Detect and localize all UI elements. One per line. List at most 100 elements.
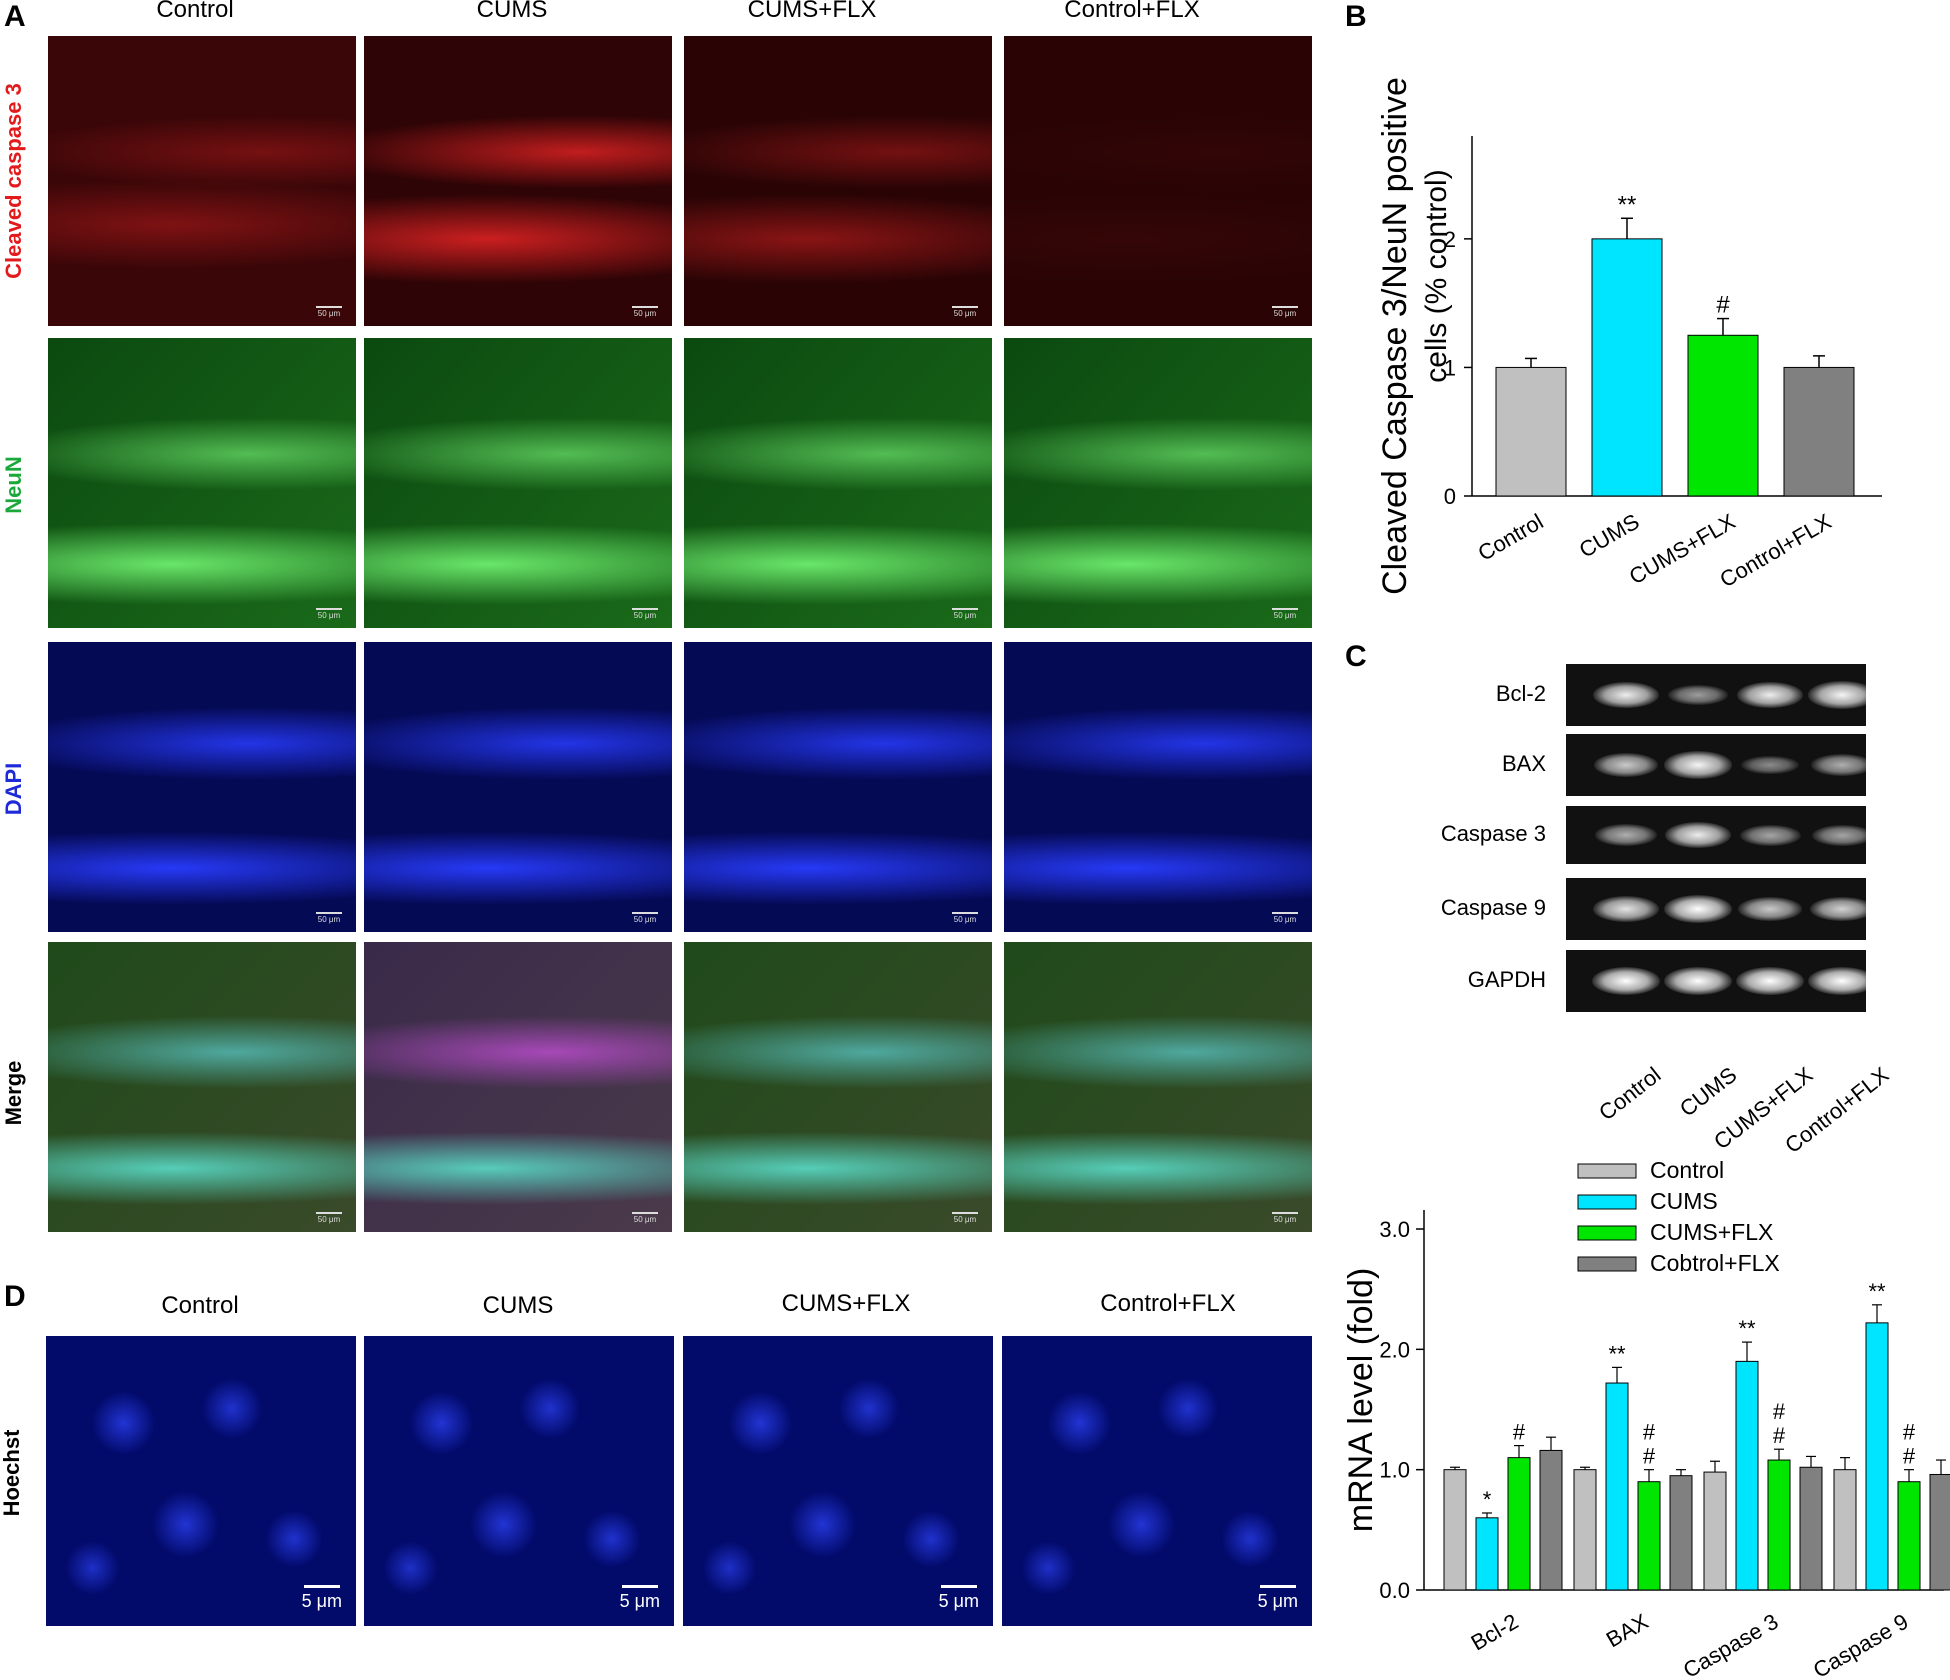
bar [1687, 334, 1759, 497]
d-col-label-cums: CUMS [482, 1292, 554, 1319]
significance-mark: ** [1868, 1279, 1886, 1304]
scale-bar-label: 50 μm [953, 611, 977, 620]
scale-bar-label: 50 μm [317, 309, 341, 318]
row-label-dapi: DAPI [1, 762, 26, 816]
panel-letter-d: D [4, 1280, 26, 1313]
panel-letter-b: B [1345, 0, 1367, 33]
y-tick-label: 2.0 [1379, 1337, 1410, 1362]
scale-bar-line [316, 1212, 342, 1214]
scale-bar-line [1272, 306, 1298, 308]
scale-bar: 5 μm [1258, 1585, 1298, 1612]
gel-strip [1566, 950, 1866, 1012]
y-tick-label: 1.0 [1379, 1458, 1410, 1483]
micrograph-caspase3-cums-flx: 50 μm [684, 36, 992, 326]
gel-band [1736, 967, 1804, 995]
col-label-cums: CUMS [476, 0, 548, 23]
x-tick-label: Control [1474, 509, 1548, 566]
micrograph-merge-control: 50 μm [48, 942, 356, 1232]
legend-label: CUMS [1650, 1188, 1718, 1214]
scale-bar: 50 μm [632, 1212, 658, 1224]
d-col-label-cums-flx: CUMS+FLX [781, 1290, 911, 1317]
scale-bar: 50 μm [316, 306, 342, 318]
gel-gene-label: Bcl-2 [1495, 681, 1546, 706]
row-label-neun: NeuN [1, 456, 26, 514]
bar [1475, 1517, 1499, 1591]
bar [1507, 1457, 1531, 1591]
chart-b: 012Control**CUMS#CUMS+FLXControl+FLXClea… [1376, 77, 1882, 595]
hoechst-image-cums-flx: 5 μm [683, 1336, 993, 1626]
scale-bar-label: 50 μm [1273, 309, 1297, 318]
scale-bar-line [316, 912, 342, 914]
col-label-control-flx: Control+FLX [1064, 0, 1200, 23]
significance-mark: # [1643, 1444, 1656, 1469]
significance-mark: ** [1618, 191, 1637, 218]
bar [1605, 1382, 1629, 1591]
gel-strip [1566, 806, 1866, 864]
scale-bar: 50 μm [316, 1212, 342, 1224]
micrograph-merge-cums: 50 μm [364, 942, 672, 1232]
col-label-control: Control [156, 0, 234, 23]
row-label-merge: Merge [1, 1060, 26, 1126]
x-tick-label: Caspase 3 [1679, 1609, 1783, 1680]
micrograph-caspase3-control-flx: 50 μm [1004, 36, 1312, 326]
d-col-label-control-flx: Control+FLX [1100, 1290, 1236, 1317]
gel-band [1740, 755, 1800, 775]
significance-mark: ** [1738, 1316, 1756, 1341]
micrograph-dapi-control-flx: 50 μm [1004, 642, 1312, 932]
scale-bar-label: 50 μm [317, 915, 341, 924]
x-tick-label: Bcl-2 [1467, 1609, 1523, 1656]
y-tick-label: 1 [1444, 355, 1456, 380]
bar [1833, 1469, 1857, 1591]
bar [1929, 1473, 1950, 1591]
gel-band [1592, 681, 1660, 709]
scale-bar-label: 50 μm [633, 611, 657, 620]
micrograph-neun-control: 50 μm [48, 338, 356, 628]
col-label-cums-flx: CUMS+FLX [747, 0, 877, 23]
gel-band [1664, 895, 1732, 923]
gel-band [1739, 824, 1801, 846]
scale-bar-line [952, 608, 978, 610]
scale-bar: 50 μm [1272, 306, 1298, 318]
scale-bar: 50 μm [1272, 1212, 1298, 1224]
scale-bar-line [952, 1212, 978, 1214]
bar [1495, 366, 1567, 497]
legend-swatch [1577, 1225, 1637, 1241]
gel-band [1738, 897, 1802, 921]
significance-mark: # [1903, 1420, 1916, 1445]
gel-gene-label: GAPDH [1467, 967, 1546, 992]
scale-bar-label: 50 μm [953, 915, 977, 924]
micrograph-neun-control-flx: 50 μm [1004, 338, 1312, 628]
scale-bar-label: 50 μm [1273, 915, 1297, 924]
scale-bar-line [632, 608, 658, 610]
bar [1767, 1459, 1791, 1591]
hoechst-image-control-flx: 5 μm [1002, 1336, 1312, 1626]
scale-bar: 5 μm [939, 1585, 979, 1612]
panel-letter-a: A [4, 0, 26, 33]
bar [1703, 1471, 1727, 1591]
micrograph-merge-cums-flx: 50 μm [684, 942, 992, 1232]
bar [1783, 366, 1855, 497]
scale-bar-label: 50 μm [633, 915, 657, 924]
micrograph-neun-cums-flx: 50 μm [684, 338, 992, 628]
scale-bar: 50 μm [952, 306, 978, 318]
gel-band [1664, 751, 1732, 779]
row-label-cleaved-caspase3: Cleaved caspase 3 [1, 83, 26, 279]
scale-bar-line [303, 1585, 340, 1588]
gel-gene-label: Caspase 9 [1440, 895, 1546, 920]
bar [1865, 1322, 1889, 1591]
legend-swatch [1577, 1256, 1637, 1272]
gel-strip [1566, 664, 1866, 726]
micrograph-dapi-control: 50 μm [48, 642, 356, 932]
scale-bar-line [632, 306, 658, 308]
scale-bar-label: 5 μm [1257, 1591, 1298, 1611]
row-label-hoechst: Hoechst [0, 1429, 24, 1517]
bar [1637, 1481, 1661, 1591]
scale-bar-label: 5 μm [301, 1591, 342, 1611]
micrograph-merge-control-flx: 50 μm [1004, 942, 1312, 1232]
scale-bar-line [952, 912, 978, 914]
chart-c: 0.01.02.03.0*#Bcl-2**##BAX**##Caspase 3*… [1342, 1157, 1950, 1680]
gel-band [1594, 753, 1658, 777]
scale-bar: 50 μm [632, 306, 658, 318]
scale-bar-line [316, 306, 342, 308]
significance-mark: # [1716, 292, 1730, 319]
